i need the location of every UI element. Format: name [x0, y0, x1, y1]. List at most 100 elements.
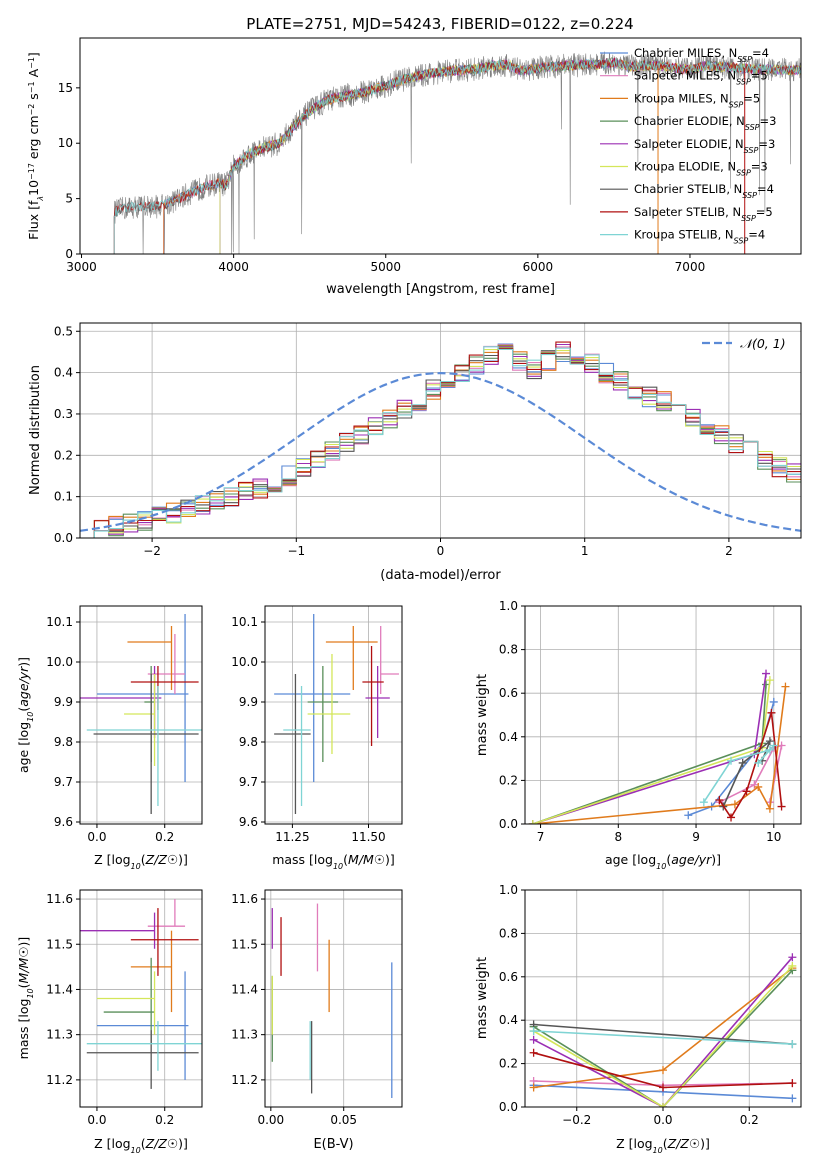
weight-line-salpeter_elodie	[532, 673, 767, 824]
y-tick-label: 0.4	[499, 1013, 518, 1027]
legend-label-post: =3	[751, 160, 768, 174]
figure-title: PLATE=2751, MJD=54243, FIBERID=0122, z=0…	[246, 15, 633, 33]
text-span: Z/Z☉	[145, 852, 179, 867]
x-tick-label: −1	[287, 544, 305, 558]
x-tick-label: 11.25	[275, 830, 309, 844]
y-axis-label: mass weight	[475, 674, 490, 756]
weight-marker-salpeter_stelib	[715, 796, 724, 805]
text-span: (	[666, 852, 671, 867]
x-tick-label: 0	[437, 544, 445, 558]
legend-label-pre: Kroupa MILES, N	[634, 91, 729, 105]
y-tick-label: 0.0	[499, 1100, 518, 1114]
x-tick-label: 0.2	[740, 1113, 759, 1127]
axes-frame	[524, 605, 802, 825]
weight-line-kroupa_elodie	[533, 965, 793, 1107]
text-span: M/M☉	[348, 852, 385, 867]
y-tick-label: 10	[58, 136, 73, 150]
text-span: )]	[178, 852, 188, 867]
legend-label-pre: Salpeter STELIB, N	[634, 205, 741, 219]
spectrum-model-salpeter_elodie	[219, 57, 801, 254]
panel-spectrum: 3000 4000 5000 6000 7000 0 5 10 15 wavelength [An…	[26, 37, 802, 297]
weight-marker-kroupa_miles	[659, 1066, 667, 1075]
text-span: )]	[700, 1136, 710, 1151]
plot-area	[113, 51, 801, 254]
weight-marker-kroupa_miles	[754, 782, 763, 791]
text-span: )]	[16, 657, 31, 667]
y-tick-label: 0.4	[54, 366, 73, 380]
axes-frame	[79, 889, 203, 1108]
y-axis-label: Normed distribution	[28, 365, 43, 495]
weight-marker-kroupa_elodie	[528, 820, 537, 824]
subscript: 10	[131, 862, 141, 871]
weight-marker-kroupa_miles	[529, 1083, 538, 1092]
y-tick-label: 0.2	[499, 1057, 518, 1071]
weight-line-salpeter_elodie	[533, 956, 794, 1107]
y-tick-label: 1.0	[499, 599, 518, 613]
y-axis-label: mass [log10(M/M☉)]	[16, 937, 35, 1060]
x-axis-label: Z [log10(Z/Z☉)]	[94, 1136, 188, 1155]
legend-label-pre: Salpeter MILES, N	[634, 69, 736, 83]
text-span: Z [log	[94, 1136, 130, 1151]
y-tick-label: 0.8	[499, 643, 518, 657]
weight-marker-kroupa_stelib	[788, 1040, 797, 1049]
text-span: age/yr	[671, 852, 712, 867]
panel-age_vs_mass: 11.25 11.50 9.6 9.7 9.8 9.9 10.0 10.1 mass [log1…	[231, 605, 403, 871]
text-span: age/yr	[16, 666, 31, 707]
legend-label: Kroupa MILES, NSSP=5	[634, 91, 760, 109]
y-tick-label: 9.7	[54, 775, 73, 789]
gaussian-curve	[80, 371, 801, 532]
y-tick-label: 0.3	[54, 407, 73, 421]
y-tick-label: 5	[65, 192, 73, 206]
histogram-kroupa_stelib	[80, 346, 801, 538]
weight-marker-salpeter_stelib	[727, 813, 736, 822]
text-span: Z [log	[616, 1136, 652, 1151]
y-tick-label: 9.7	[239, 775, 258, 789]
plot-area	[80, 614, 202, 814]
legend-label-post: =3	[760, 114, 777, 128]
y-axis-label: Flux [fλ10−17 erg cm−2 s−1 A−1]	[26, 52, 45, 240]
y-axis-label: mass weight	[475, 957, 490, 1039]
y-tick-label: 9.8	[239, 735, 258, 749]
weight-marker-salpeter_stelib	[788, 1079, 797, 1088]
legend-label: Chabrier STELIB, NSSP=4	[634, 182, 774, 200]
text-span: M/M☉	[16, 946, 31, 983]
legend-label-sub: SSP	[736, 168, 751, 177]
legend-label-pre: Kroupa ELODIE, N	[634, 160, 736, 174]
y-tick-label: 11.6	[46, 892, 73, 906]
text-span: )]	[178, 1136, 188, 1151]
weight-marker-kroupa_miles	[781, 682, 790, 691]
y-tick-label: 9.8	[54, 735, 73, 749]
x-tick-label: 5000	[370, 260, 401, 274]
superscript: −2	[27, 104, 36, 116]
x-tick-label: 0.05	[330, 1113, 357, 1127]
legend-label-sub: SSP	[745, 123, 760, 132]
x-tick-label: 0.00	[257, 1113, 284, 1127]
legend-label: Chabrier MILES, NSSP=4	[634, 46, 769, 64]
weight-marker-kroupa_elodie	[765, 676, 774, 685]
x-tick-label: 2	[725, 544, 733, 558]
y-tick-label: 0.1	[54, 490, 73, 504]
panel-residual_histogram: −2 −1 0 1 2 0.0 0.1 0.2 0.3 0.4 0.5 𝒩(0, 1) (data-mo…	[28, 322, 802, 583]
weight-marker-kroupa_elodie	[788, 961, 797, 970]
legend-label: Salpeter STELIB, NSSP=5	[634, 205, 773, 223]
axes-frame	[264, 605, 403, 825]
y-tick-label: 9.6	[239, 815, 258, 829]
plot-area	[274, 614, 399, 814]
spectrum-model-chabrier_elodie	[219, 57, 801, 254]
subscript: λ	[36, 196, 45, 202]
weight-marker-salpeter_stelib	[529, 1048, 538, 1057]
text-span: Z/Z☉	[667, 1136, 701, 1151]
x-tick-label: 10	[766, 830, 781, 844]
y-tick-label: 0.4	[499, 730, 518, 744]
weight-marker-salpeter_elodie	[529, 1035, 538, 1044]
legend-label-sub: SSP	[741, 213, 756, 222]
subscript: 10	[653, 1146, 663, 1155]
x-tick-label: −0.2	[562, 1113, 591, 1127]
weight-marker-salpeter_miles	[777, 741, 786, 750]
y-tick-label: 1.0	[499, 883, 518, 897]
weight-marker-salpeter_stelib	[777, 802, 786, 811]
panel-mass_weight_vs_Z: −0.2 0.0 0.2 0.0 0.2 0.4 0.6 0.8 1.0 Z [log10(Z/Z…	[475, 883, 802, 1155]
x-axis-label: Z [log10(Z/Z☉)]	[94, 852, 188, 871]
x-axis-label: Z [log10(Z/Z☉)]	[616, 1136, 710, 1155]
y-tick-label: 9.9	[239, 695, 258, 709]
